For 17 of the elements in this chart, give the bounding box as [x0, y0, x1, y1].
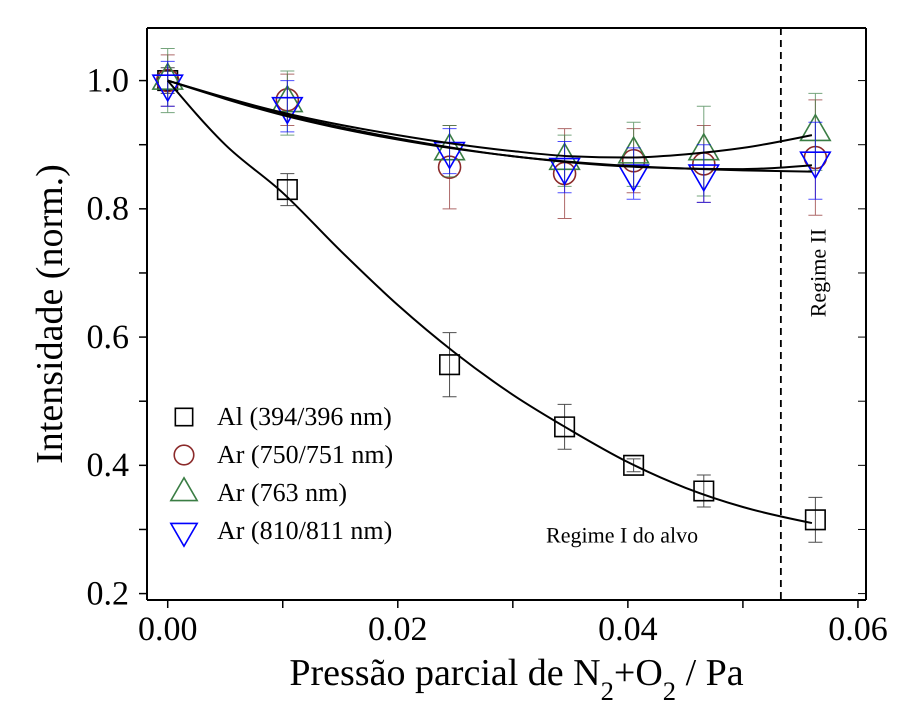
x-tick-label: 0.00 — [138, 611, 198, 648]
annotation: Regime I do alvo — [546, 522, 698, 548]
x-tick-label: 0.04 — [598, 611, 658, 648]
x-tick-label: 0.06 — [828, 611, 888, 648]
legend-label: Ar (810/811 nm) — [217, 516, 392, 545]
x-tick-label: 0.02 — [368, 611, 428, 648]
annotation: Regime II — [805, 228, 830, 318]
y-axis-title: Intensidade (norm.) — [29, 164, 71, 464]
y-tick-label: 0.2 — [86, 575, 129, 612]
y-tick-label: 0.6 — [86, 318, 129, 356]
legend-label: Ar (763 nm) — [217, 478, 347, 507]
y-tick-label: 0.8 — [86, 190, 129, 228]
x-axis-title: Pressão parcial de N$_{2}$+O$_{2}$ / Pa — [289, 652, 744, 706]
y-tick-label: 0.4 — [86, 447, 129, 484]
legend-label: Al (394/396 nm) — [217, 402, 392, 431]
y-tick-label: 1.0 — [86, 62, 129, 100]
legend-label: Ar (750/751 nm) — [217, 440, 394, 469]
